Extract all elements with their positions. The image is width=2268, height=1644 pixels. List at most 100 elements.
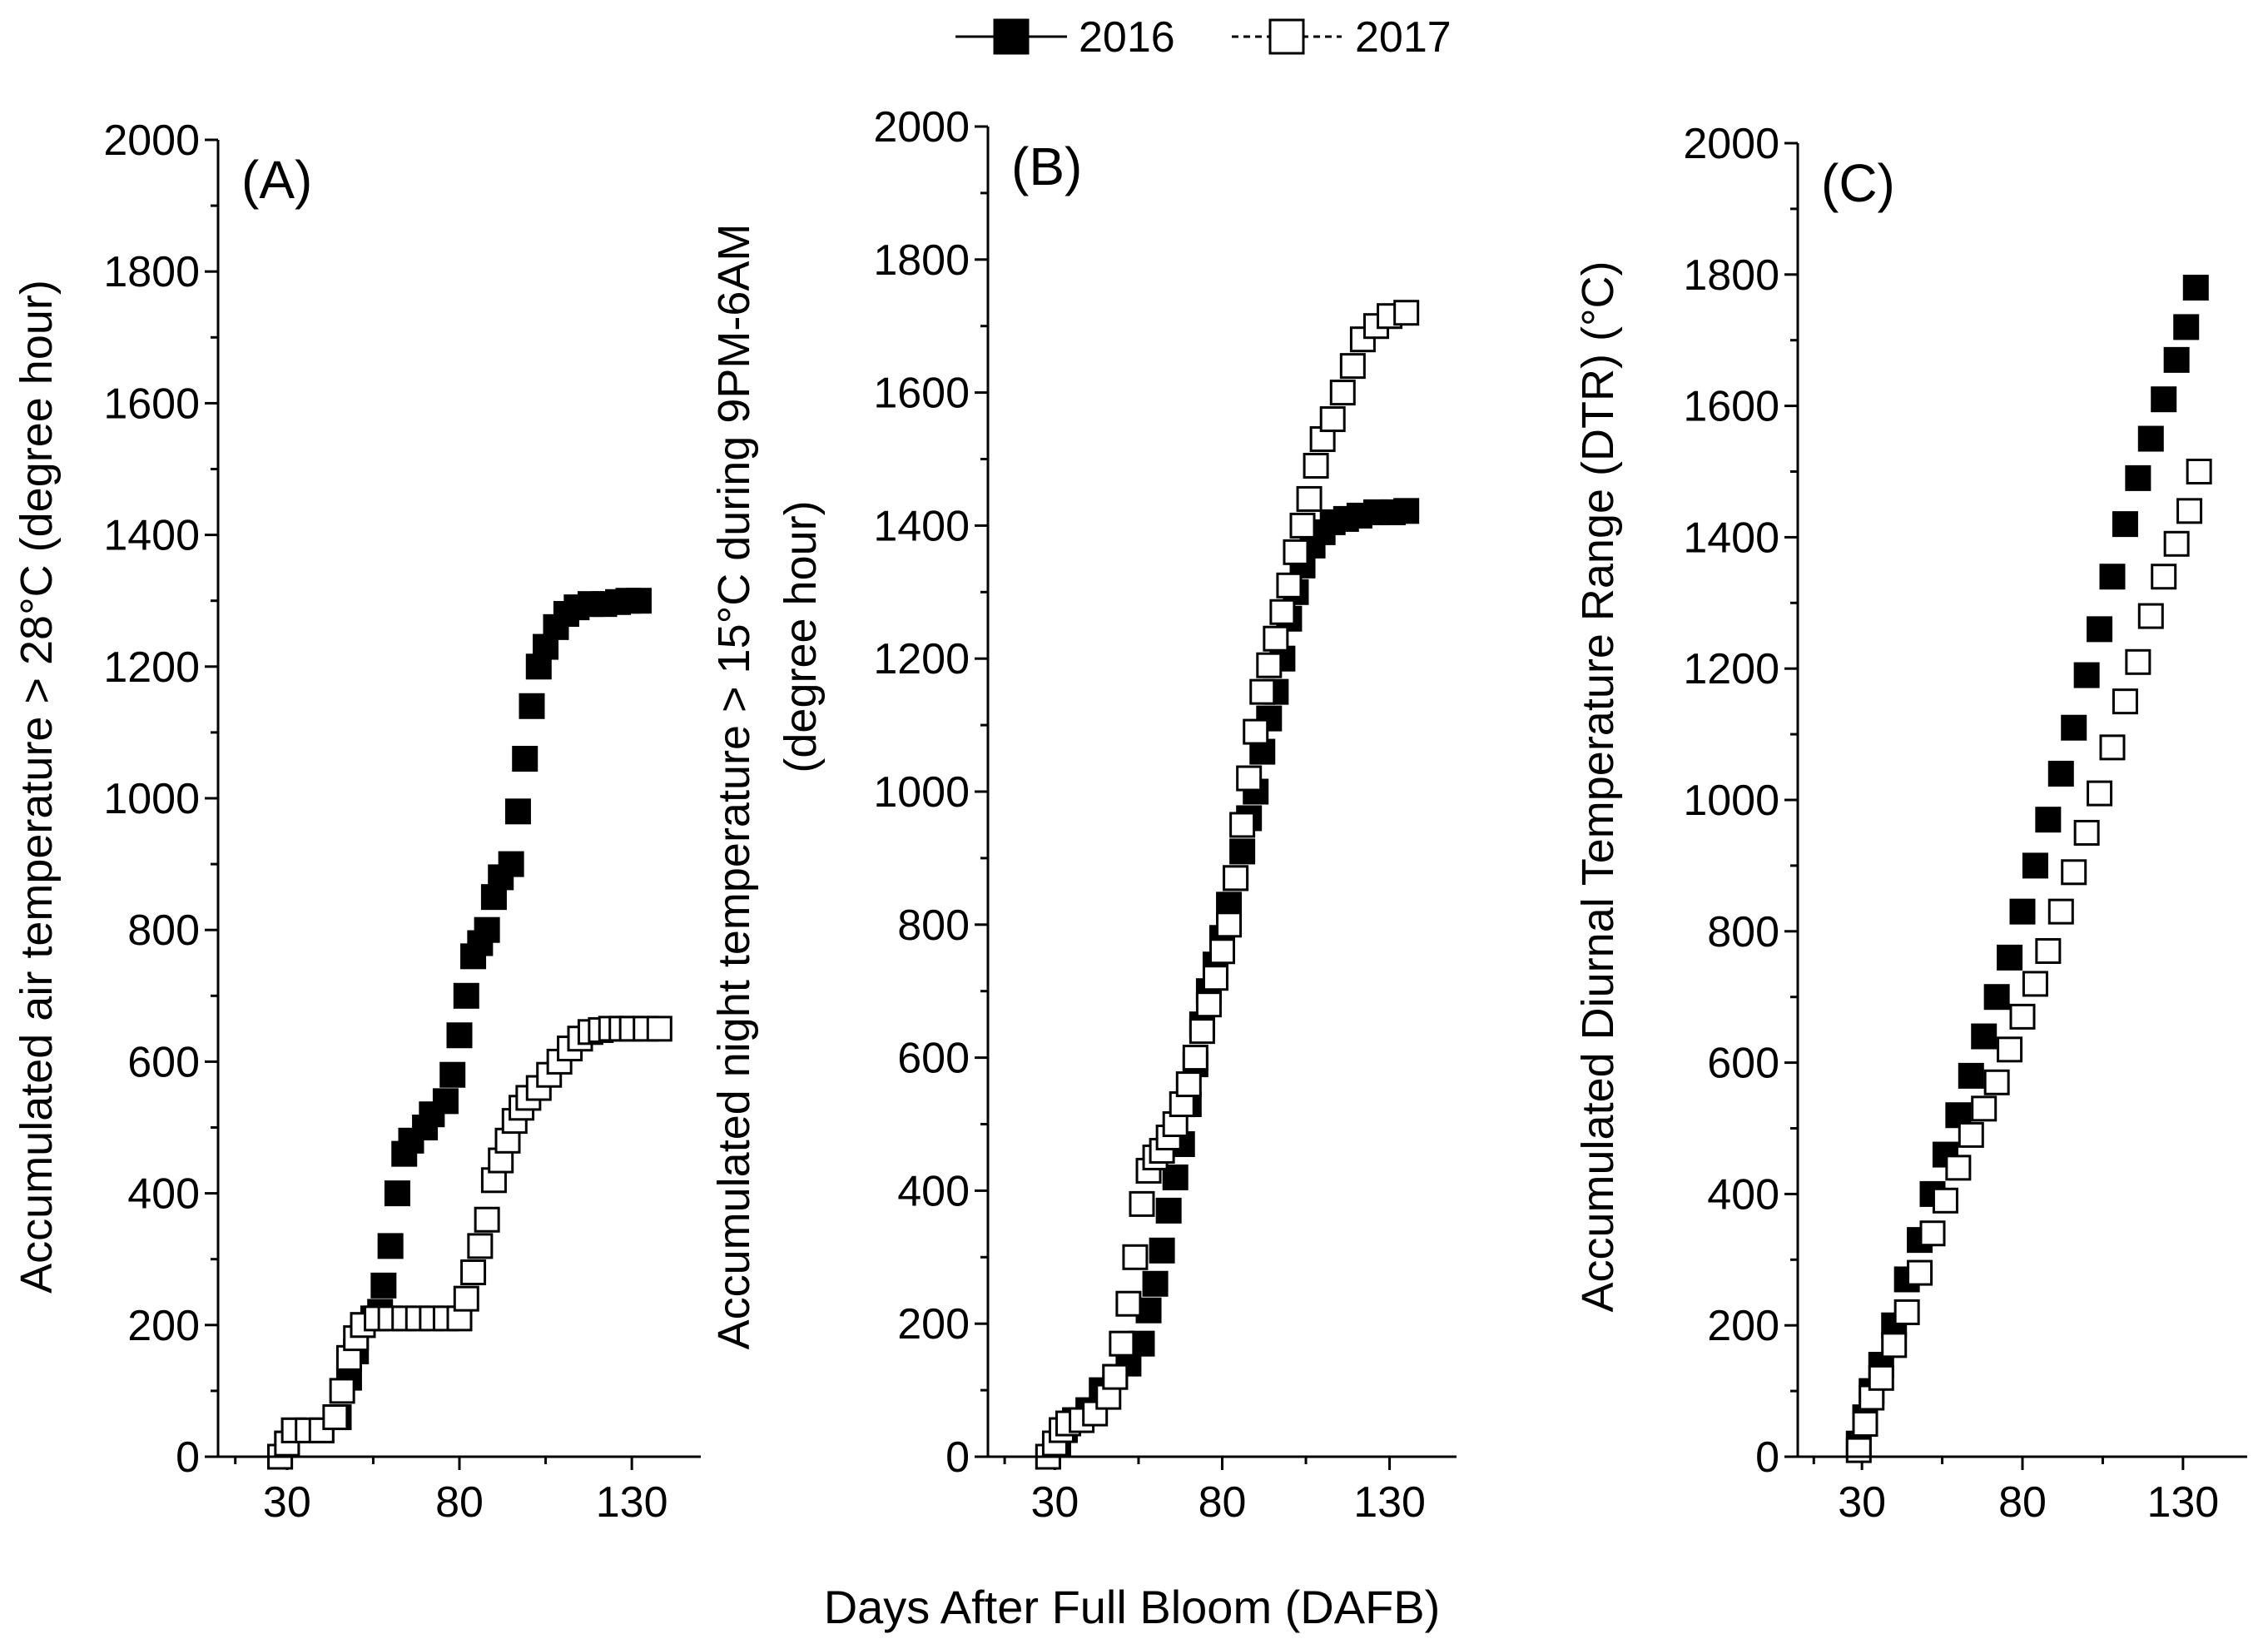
panel-b-ylabel-line1: Accumulated night temperature > 15°C dur… bbox=[709, 224, 759, 1350]
panel-a-ytick-label-800: 800 bbox=[127, 906, 200, 955]
panel-c-point-2016-19 bbox=[2073, 662, 2100, 688]
panel-c-point-2016-15 bbox=[2022, 852, 2048, 879]
panel-c-point-2017-20 bbox=[2087, 780, 2113, 807]
panel-b-xtick-label-80: 80 bbox=[1199, 1478, 1247, 1527]
panel-c-point-2017-24 bbox=[2137, 603, 2164, 629]
legend-marker-2016 bbox=[993, 18, 1030, 55]
panel-c-xtick-label-80: 80 bbox=[1998, 1478, 2047, 1527]
panel-b-point-2017-25 bbox=[1223, 865, 1249, 892]
panel-a-letter: (A) bbox=[241, 150, 312, 210]
panel-c-point-2017-7 bbox=[1919, 1220, 1946, 1247]
panel-b-point-2017-33 bbox=[1276, 572, 1303, 598]
panel-a-xtick-label-130: 130 bbox=[596, 1478, 668, 1527]
panel-b-ytick-label-1000: 1000 bbox=[873, 768, 970, 817]
panel-b-ytick-label-1600: 1600 bbox=[873, 370, 970, 418]
panel-c-point-2016-24 bbox=[2137, 425, 2164, 452]
panel-c-ytick-label-600: 600 bbox=[1707, 1040, 1779, 1088]
panel-b-point-2017-30 bbox=[1256, 652, 1283, 678]
panel-b-point-2017-41 bbox=[1339, 353, 1366, 380]
panel-c-point-2017-12 bbox=[1983, 1069, 2010, 1095]
panel-a-point-2017-5 bbox=[322, 1404, 349, 1431]
panel-c-point-2017-3 bbox=[1868, 1364, 1894, 1391]
panel-b-point-2017-29 bbox=[1249, 678, 1276, 705]
panel-b-ylabel-line2: (degree hour) bbox=[776, 500, 826, 772]
panel-c-point-2017-4 bbox=[1881, 1332, 1908, 1358]
panel-c-ytick-label-1200: 1200 bbox=[1683, 645, 1779, 693]
panel-c-ytick-label-1800: 1800 bbox=[1683, 251, 1779, 300]
panel-b-axes bbox=[986, 127, 1457, 1458]
panel-b-ytick-label-400: 400 bbox=[897, 1167, 970, 1215]
panel-c-point-2017-13 bbox=[1997, 1036, 2023, 1063]
panel-a-ytick-label-1400: 1400 bbox=[103, 512, 200, 560]
panel-b-point-2017-10 bbox=[1122, 1244, 1149, 1270]
panel-b-point-2016-10 bbox=[1142, 1270, 1169, 1297]
panel-c-point-2017-16 bbox=[2035, 937, 2062, 964]
legend-label-2016: 2016 bbox=[1079, 13, 1175, 62]
panel-a-point-2016-27 bbox=[504, 798, 531, 825]
panel-c-point-2017-19 bbox=[2073, 819, 2100, 846]
panel-b-point-2017-11 bbox=[1129, 1190, 1155, 1217]
panel-c-point-2017-17 bbox=[2047, 898, 2074, 925]
legend-entry-2017: 2017 bbox=[1232, 13, 1452, 62]
panel-c-point-2016-17 bbox=[2047, 760, 2074, 787]
panel-c-point-2017-10 bbox=[1958, 1121, 1984, 1148]
panel-b-ytick-label-600: 600 bbox=[897, 1035, 970, 1083]
panel-a-point-2017-17 bbox=[453, 1285, 479, 1312]
panel-b-point-2017-28 bbox=[1243, 718, 1269, 745]
panel-a-ytick-label-1800: 1800 bbox=[103, 248, 200, 296]
panel-a-point-2016-28 bbox=[512, 746, 538, 772]
panel-c-point-2016-11 bbox=[1971, 1023, 1998, 1050]
panel-b-point-2017-7 bbox=[1102, 1363, 1129, 1390]
panel-c-point-2017-15 bbox=[2022, 971, 2048, 997]
panel-a-point-2016-17 bbox=[432, 1088, 459, 1115]
panel-a-point-2017-6 bbox=[329, 1378, 355, 1404]
panel-b-point-2017-42 bbox=[1349, 326, 1376, 353]
panel-c: 0 200 400 600 800 1000 1200 1400 1600 1800 2000 30 8… bbox=[1573, 120, 2247, 1527]
panel-c-point-2016-13 bbox=[1997, 944, 2023, 971]
legend-entry-2016: 2016 bbox=[955, 13, 1175, 62]
panel-c-point-2017-1 bbox=[1852, 1411, 1878, 1438]
panel-b-ytick-label-1400: 1400 bbox=[873, 502, 970, 550]
panel-a-ytick-label-1000: 1000 bbox=[103, 775, 200, 823]
panel-b-point-2017-31 bbox=[1263, 625, 1289, 652]
panel-b-point-2017-39 bbox=[1319, 406, 1346, 433]
panel-c-series-2017 bbox=[1845, 459, 2212, 1463]
panel-b-ticks: 0 200 400 600 800 1000 1200 1400 1600 1800 2000 30 8… bbox=[873, 103, 1426, 1527]
panel-a-point-2017-38 bbox=[646, 1016, 672, 1042]
panel-c-ytick-label-2000: 2000 bbox=[1683, 120, 1779, 168]
panel-b-ytick-label-0: 0 bbox=[945, 1433, 970, 1482]
panel-c-point-2017-18 bbox=[2061, 859, 2087, 886]
panel-b-series-2017 bbox=[1035, 300, 1420, 1470]
panel-a-ytick-label-600: 600 bbox=[127, 1038, 200, 1086]
panel-c-point-2016-22 bbox=[2112, 511, 2138, 538]
panel-c-point-2017-8 bbox=[1932, 1187, 1958, 1214]
panel-c-ytick-label-0: 0 bbox=[1755, 1433, 1779, 1482]
panel-b-point-2017-34 bbox=[1283, 539, 1309, 565]
panel-a-point-2016-12 bbox=[384, 1180, 410, 1207]
panel-b-point-2017-35 bbox=[1289, 512, 1316, 539]
panel-b-xtick-label-30: 30 bbox=[1031, 1478, 1079, 1527]
panel-b-point-2017-9 bbox=[1115, 1290, 1142, 1317]
panel-a-ytick-label-200: 200 bbox=[127, 1302, 200, 1350]
panel-b-point-2017-20 bbox=[1189, 1018, 1215, 1045]
panel-a-xtick-label-30: 30 bbox=[263, 1478, 311, 1527]
panel-a-point-2017-20 bbox=[474, 1206, 500, 1233]
panel-a-series-2017 bbox=[267, 1016, 672, 1470]
panel-c-point-2016-10 bbox=[1958, 1062, 1984, 1089]
panel-c-ytick-label-200: 200 bbox=[1707, 1302, 1779, 1350]
panel-c-point-2017-5 bbox=[1893, 1299, 1920, 1325]
legend-label-2017: 2017 bbox=[1355, 13, 1452, 62]
panel-c-ylabel: Accumulated Diurnal Temperature Range (D… bbox=[1573, 261, 1623, 1312]
panel-a-ytick-label-0: 0 bbox=[176, 1433, 200, 1482]
panel-a-point-2017-29 bbox=[546, 1048, 573, 1075]
panel-b-point-2017-26 bbox=[1229, 812, 1256, 838]
panel-b-point-2017-36 bbox=[1296, 485, 1323, 512]
panel-c-ytick-label-1600: 1600 bbox=[1683, 383, 1779, 431]
panel-b-point-2017-22 bbox=[1202, 965, 1228, 991]
panel-a-ytick-label-400: 400 bbox=[127, 1170, 200, 1219]
legend-marker-2017 bbox=[1268, 18, 1305, 55]
panel-b-point-2017-19 bbox=[1182, 1045, 1208, 1071]
panel-a-point-2016-29 bbox=[519, 693, 545, 719]
panel-a-xtick-label-80: 80 bbox=[435, 1478, 484, 1527]
panel-b-ytick-label-1200: 1200 bbox=[873, 635, 970, 683]
